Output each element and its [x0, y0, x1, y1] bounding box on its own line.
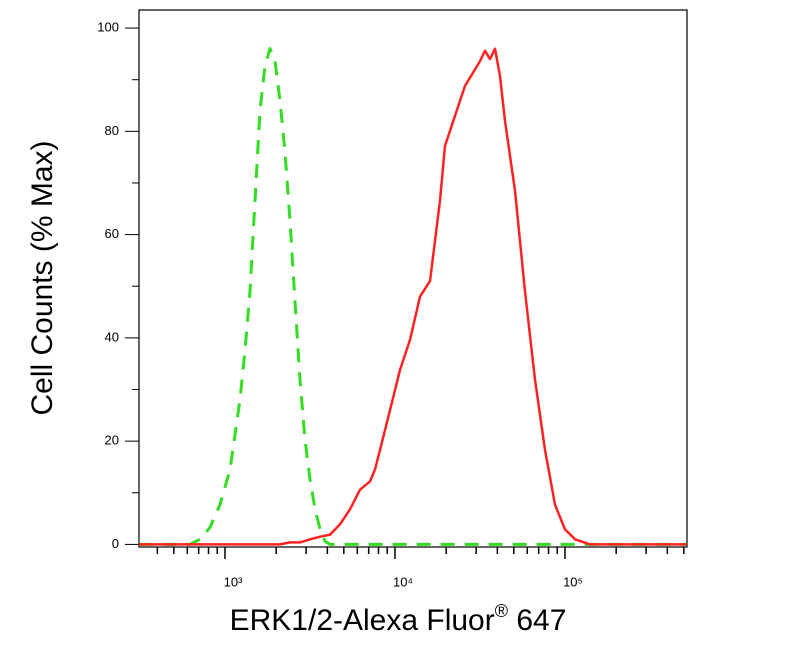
y-tick-label: 0	[112, 536, 119, 551]
y-tick-label: 100	[97, 20, 119, 35]
plot-frame	[138, 9, 688, 548]
y-tick-label: 60	[105, 226, 119, 241]
y-tick-label: 20	[105, 433, 119, 448]
x-tick-label: 10³	[224, 574, 243, 589]
x-axis-title: ERK1/2-Alexa Fluor® 647	[230, 601, 567, 637]
histogram-line	[139, 47, 687, 546]
y-tick-label: 80	[105, 123, 119, 138]
x-tick-label: 10⁴	[393, 574, 413, 589]
y-tick-label: 40	[105, 329, 119, 344]
y-axis-title: Cell Counts (% Max)	[26, 140, 59, 415]
histogram-line	[139, 47, 687, 546]
x-tick-label: 10⁵	[563, 574, 583, 589]
